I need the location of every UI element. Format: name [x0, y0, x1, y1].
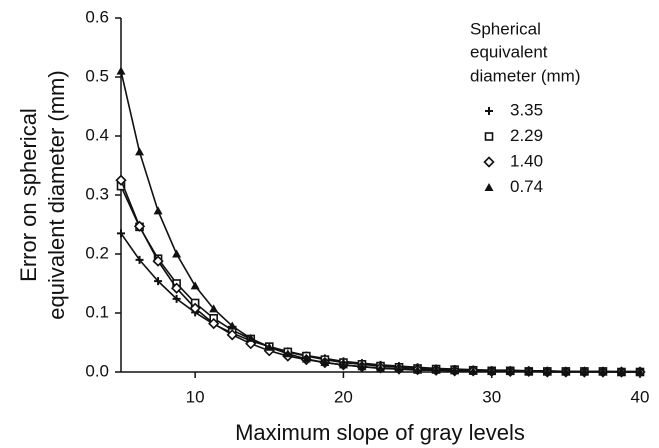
data-point: [264, 342, 274, 351]
data-point: [357, 362, 367, 371]
data-point: [376, 363, 385, 372]
data-point: [153, 206, 163, 215]
legend-title: diameter (mm): [470, 66, 581, 85]
data-point: [117, 229, 125, 238]
data-point: [115, 174, 127, 186]
data-point: [135, 147, 145, 156]
y-tick-label: 0.6: [85, 7, 109, 26]
data-point: [226, 329, 238, 341]
data-point: [135, 255, 144, 264]
legend-marker: [485, 107, 493, 115]
data-point: [189, 302, 201, 314]
data-point: [542, 367, 552, 376]
legend-title: equivalent: [470, 42, 548, 61]
data-point: [505, 366, 515, 375]
y-tick-label: 0.2: [85, 243, 109, 262]
series-line: [120, 185, 640, 373]
data-point: [561, 367, 571, 376]
legend-label: 0.74: [510, 177, 543, 196]
data-point: [227, 321, 237, 330]
y-tick-label: 0.4: [85, 125, 109, 144]
y-tick-label: 0.5: [85, 66, 109, 85]
data-point: [152, 255, 164, 267]
legend-label: 1.40: [510, 151, 543, 170]
data-point: [154, 277, 163, 286]
data-point: [209, 304, 219, 313]
data-point: [190, 281, 200, 290]
y-tick-label: 0.1: [85, 302, 109, 321]
legend-label: 3.35: [510, 100, 543, 119]
legend-title: Spherical: [470, 19, 541, 38]
data-point: [487, 366, 497, 375]
data-point: [301, 354, 311, 363]
data-point: [283, 349, 293, 358]
series-line: [120, 70, 640, 373]
x-axis-title: Maximum slope of gray levels: [235, 420, 525, 445]
data-point: [320, 358, 330, 367]
data-point: [170, 282, 183, 294]
x-tick-label: 40: [631, 387, 650, 406]
data-point: [338, 360, 348, 369]
data-point: [635, 367, 645, 376]
legend-marker: [484, 132, 494, 141]
data-point: [116, 66, 126, 75]
data-point: [413, 365, 423, 374]
data-point: [133, 220, 146, 232]
x-tick-label: 20: [334, 387, 353, 406]
data-point: [394, 364, 404, 373]
data-point: [172, 249, 182, 258]
data-point: [598, 367, 608, 376]
data-point: [246, 333, 256, 342]
x-tick-label: 10: [186, 387, 205, 406]
legend-marker: [484, 183, 494, 191]
data-point: [468, 366, 478, 375]
data-point: [172, 294, 181, 303]
y-axis-title: equivalent diameter (mm): [44, 70, 69, 319]
legend-label: 2.29: [510, 126, 543, 145]
data-point: [616, 367, 626, 376]
y-tick-label: 0.0: [85, 361, 109, 380]
y-axis-title: Error on spherical: [16, 108, 41, 282]
y-tick-label: 0.3: [85, 184, 109, 203]
data-point: [450, 366, 460, 375]
data-point: [208, 317, 220, 330]
data-point: [431, 365, 441, 374]
data-point: [524, 366, 534, 375]
legend-marker: [483, 156, 495, 168]
x-tick-label: 30: [482, 387, 501, 406]
data-point: [579, 367, 589, 376]
series-line: [120, 179, 640, 373]
y-axis-title-group: Error on spherical equivalent diameter (…: [16, 70, 69, 319]
